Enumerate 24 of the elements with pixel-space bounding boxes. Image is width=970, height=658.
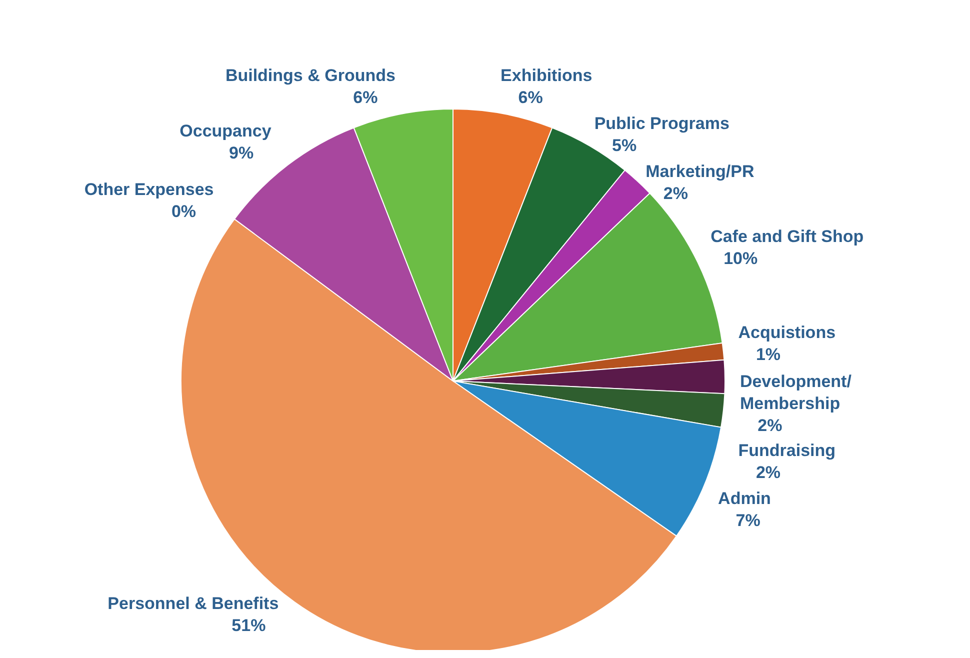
slice-label: Cafe and Gift Shop: [710, 226, 864, 246]
data-label: 2%: [758, 416, 782, 436]
data-label: 10%: [724, 248, 758, 268]
slice-label: Personnel & Benefits: [108, 594, 279, 613]
slice-label: Marketing/PR: [646, 162, 754, 182]
slice-label: Exhibitions: [500, 66, 592, 86]
data-label: 6%: [518, 88, 543, 108]
data-label: 1%: [756, 345, 781, 364]
data-label: 2%: [663, 184, 688, 204]
slice-label: Fundraising: [738, 441, 836, 460]
data-label: 7%: [736, 511, 760, 530]
data-label: 2%: [756, 463, 781, 482]
slice-label: Public Programs: [594, 114, 730, 134]
slice-label: Occupancy: [180, 122, 272, 141]
data-label: 5%: [612, 136, 637, 156]
text: 0%: [171, 202, 196, 221]
data-label: 51%: [232, 616, 266, 635]
slice-label: Admin: [718, 489, 771, 508]
data-label: 6%: [353, 88, 378, 108]
slice-label: Development/ Membership: [740, 372, 852, 414]
slice-label: Buildings & Grounds: [225, 66, 396, 86]
slice-label: Acquistions: [738, 323, 836, 342]
data-label: 9%: [229, 144, 254, 163]
category-label: Other Expenses: [84, 180, 214, 199]
